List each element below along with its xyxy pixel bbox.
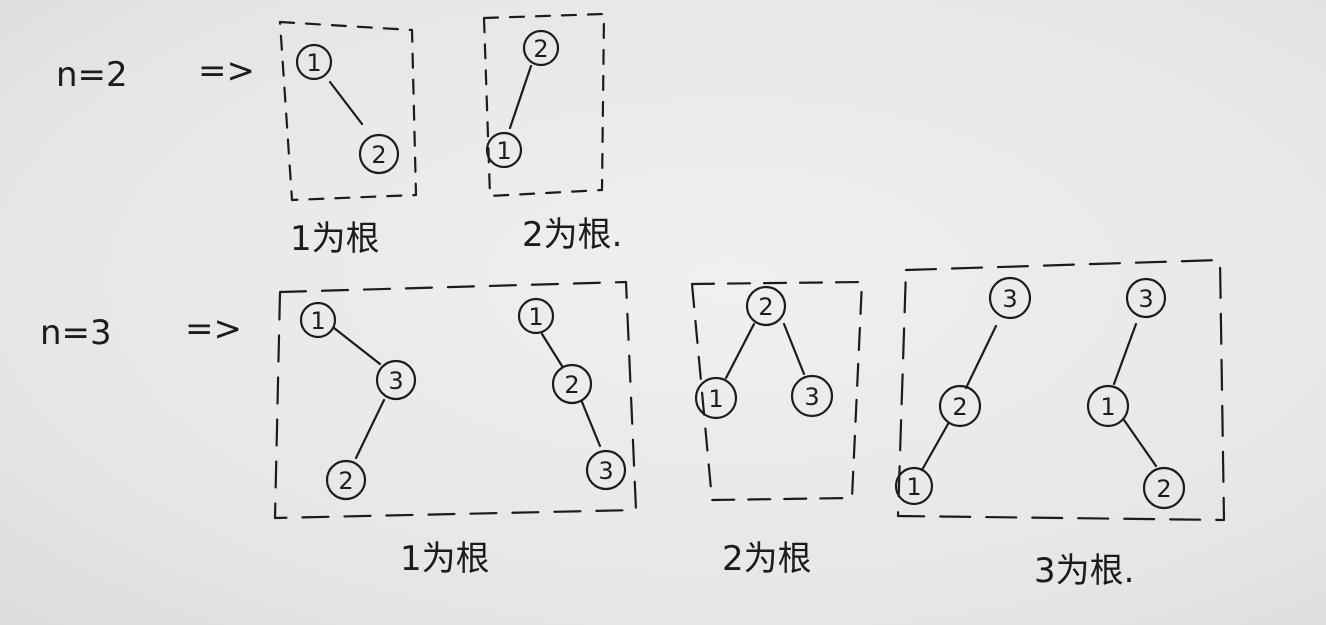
dashed-box	[273, 280, 638, 520]
tree-edge	[782, 322, 806, 376]
tree-node: 1	[299, 301, 337, 339]
tree-node: 3	[1125, 277, 1167, 319]
tree-edge	[580, 400, 602, 448]
tree-node: 1	[295, 43, 333, 81]
tree-node: 2	[745, 285, 787, 327]
row-label-n2: n=2	[56, 55, 128, 95]
tree-edge	[1122, 418, 1158, 468]
group-n2-root2: 2 1	[482, 12, 606, 198]
tree-edge	[964, 324, 998, 390]
svg-text:3: 3	[388, 367, 403, 395]
tree-node: 2	[938, 384, 982, 428]
dashed-box	[278, 20, 418, 202]
caption-n3-root3: 3为根.	[1034, 551, 1134, 591]
svg-text:2: 2	[952, 393, 967, 421]
row-label-n3: n=3	[40, 313, 112, 353]
tree-node: 2	[551, 363, 593, 405]
svg-text:1: 1	[496, 137, 511, 165]
tree-node: 3	[988, 276, 1032, 320]
tree-node: 3	[585, 449, 627, 491]
dashed-box	[482, 12, 606, 198]
caption-n3-root2: 2为根	[722, 539, 812, 579]
tree-node: 2	[358, 133, 400, 175]
svg-text:3: 3	[598, 457, 613, 485]
svg-text:2: 2	[564, 371, 579, 399]
tree-edge	[354, 398, 386, 460]
tree-node: 1	[694, 376, 738, 420]
svg-text:1: 1	[528, 303, 543, 331]
row-arrow-n2: =>	[198, 51, 255, 91]
tree-edge	[920, 422, 950, 472]
tree-node: 1	[894, 466, 934, 506]
tree-edge	[1112, 322, 1138, 386]
dashed-box	[896, 258, 1226, 522]
tree-node: 2	[1142, 466, 1186, 510]
svg-text:3: 3	[1002, 285, 1017, 313]
group-n3-root3: 3 2 1 3 1 2	[894, 258, 1226, 522]
dashed-box	[690, 280, 864, 502]
svg-text:1: 1	[1100, 393, 1115, 421]
svg-text:1: 1	[310, 307, 325, 335]
svg-text:1: 1	[306, 49, 321, 77]
svg-text:1: 1	[708, 385, 723, 413]
svg-text:3: 3	[804, 383, 819, 411]
svg-text:1: 1	[906, 473, 921, 501]
tree-node: 1	[1086, 384, 1130, 428]
tree-node: 3	[375, 359, 417, 401]
tree-node: 2	[325, 459, 367, 501]
caption-n2-root1: 1为根	[290, 219, 380, 259]
group-n3-root1: 1 3 2 1 2 3	[273, 280, 638, 520]
tree-edge	[540, 332, 564, 368]
group-n3-root2: 2 1 3	[690, 280, 864, 502]
svg-text:2: 2	[371, 141, 386, 169]
tree-node: 1	[485, 131, 523, 169]
tree-edge	[724, 322, 756, 380]
tree-node: 2	[522, 29, 560, 67]
svg-text:2: 2	[758, 293, 773, 321]
tree-node: 3	[790, 374, 834, 418]
svg-text:2: 2	[338, 467, 353, 495]
caption-n3-root1: 1为根	[400, 539, 490, 579]
tree-edge	[508, 64, 533, 130]
tree-node: 1	[517, 297, 555, 335]
svg-text:2: 2	[533, 35, 548, 63]
row-arrow-n3: =>	[185, 309, 242, 349]
tree-edge	[328, 80, 364, 126]
caption-n2-root2: 2为根.	[522, 215, 622, 255]
group-n2-root1: 1 2	[278, 20, 418, 202]
tree-edge	[332, 326, 382, 366]
svg-text:3: 3	[1138, 285, 1153, 313]
svg-text:2: 2	[1156, 475, 1171, 503]
